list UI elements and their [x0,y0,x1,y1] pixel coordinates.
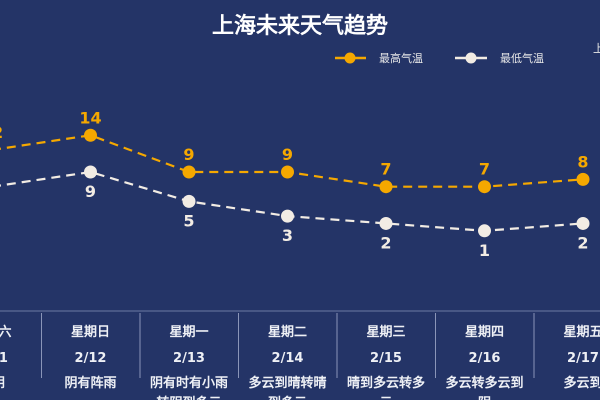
data-label-high: 8 [577,152,588,171]
data-label-low: 9 [85,182,96,201]
date-label: 2/12 [75,351,107,366]
data-point-high [576,172,590,186]
weekday-label: 星期五 [563,325,600,340]
weather-description: 晴到多云转多 [347,375,425,391]
weekday-label: 星期六 [0,324,12,340]
legend-item-low: 最低气温 [455,51,544,65]
data-point-high [281,165,294,179]
weekday-label: 星期一 [169,325,208,340]
weather-description: 多云到 [563,375,600,391]
weather-description: 阴有阵雨 [64,375,116,391]
data-label-high: 14 [79,108,101,127]
legend: 最高气温 最低气温 [335,51,544,65]
weather-description: 多云到晴转晴 [248,375,326,391]
data-label-low: 2 [380,233,391,252]
data-point-low [281,209,294,223]
legend-label-high: 最高气温 [379,51,423,65]
data-point-high [379,180,393,194]
weather-description: 阴有时有小雨 [150,375,228,391]
date-label: 2/15 [370,351,402,366]
day-column: 星期一 2/13 阴有时有小雨转阴到多云 [139,313,228,400]
date-label: 2/16 [469,351,501,366]
data-label-high: 7 [479,160,490,179]
day-column: 星期四 2/16 多云转多云到阴 [435,313,524,400]
weather-description: 阴 [478,396,491,400]
weekday-label: 星期二 [268,325,307,340]
weather-description: 转阴 [0,375,5,391]
data-label-high: 9 [183,145,194,164]
weather-description: 到多云 [268,395,307,400]
data-label-low: 1 [479,241,490,260]
weather-description: 转阴到多云 [156,395,221,400]
corner-text: 上 [593,42,600,55]
legend-item-high: 最高气温 [335,51,423,65]
legend-marker-low [465,52,477,64]
day-column: 星期五 2/17 多云到 [533,313,600,391]
data-label-high: 9 [282,145,293,164]
day-column: 星期三 2/15 晴到多云转多云 [336,313,425,400]
data-label-high: 12 [0,123,3,142]
day-column: 星期二 2/14 多云到晴转晴到多云 [238,313,327,400]
day-column: 星期日 2/12 阴有阵雨 [41,313,117,391]
date-label: 2/11 [0,351,8,366]
legend-marker-high [344,52,356,64]
weather-description: 云 [379,396,392,400]
data-point-high [84,128,97,142]
data-label-high: 7 [380,160,391,179]
data-point-high [182,165,196,179]
data-point-low [379,216,393,230]
chart-title: 上海未来天气趋势 [212,13,388,39]
series-line-low [0,170,584,232]
data-point-low [478,224,491,238]
data-label-low: 5 [183,211,194,230]
weekday-label: 星期日 [71,325,110,340]
date-label: 2/13 [173,351,205,366]
data-point-low [576,216,590,230]
data-point-low [182,194,196,208]
data-label-low: 2 [577,233,588,252]
date-label: 2/17 [567,351,599,366]
data-point-high [478,180,491,194]
day-column: 星期六2/11转阴天 [0,324,12,391]
data-label-low: 3 [282,226,293,245]
legend-label-low: 最低气温 [500,51,544,65]
weekday-label: 星期三 [366,325,405,340]
data-point-low [84,165,97,179]
date-label: 2/14 [272,351,304,366]
weather-description: 多云转多云到 [445,375,523,391]
weekday-label: 星期四 [465,325,504,340]
